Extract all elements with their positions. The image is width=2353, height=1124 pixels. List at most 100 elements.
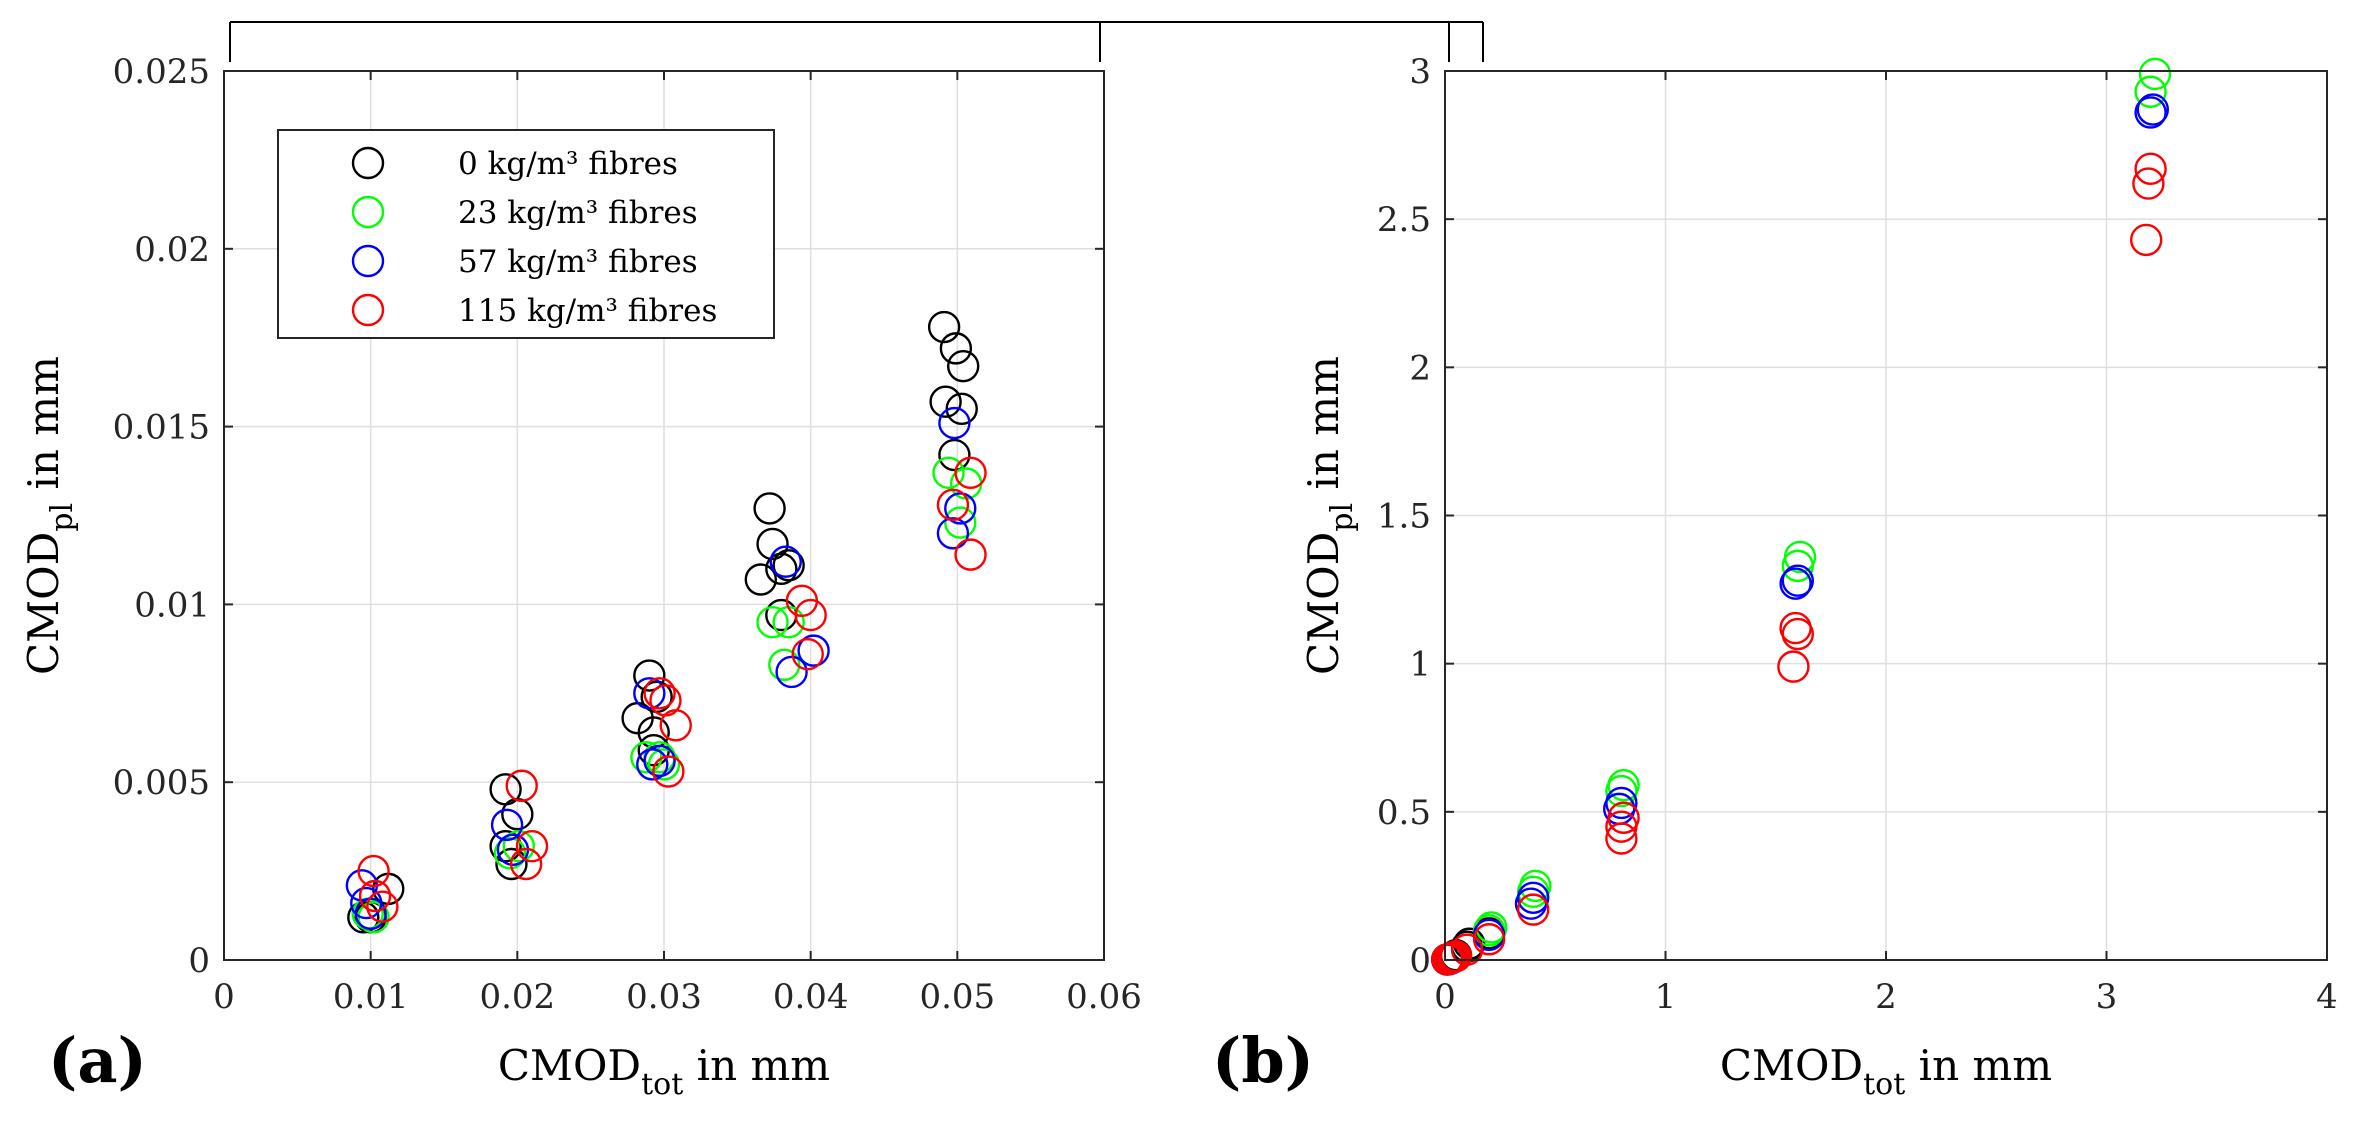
marker-115-kg-fibres (357, 854, 390, 888)
marker-115-kg-fibres (791, 637, 824, 671)
x-tick-label: 2 (1875, 977, 1897, 1017)
ticks-a: 0 0.01 0.02 0.03 0.04 0.05 0.06 0 0.005 0.01 0.015… (113, 52, 1142, 1017)
x-tick-label: 0 (1434, 977, 1456, 1017)
marker-57-kg-fibres (936, 517, 970, 550)
y-tick-label: 0 (1409, 941, 1431, 981)
markers-b (1431, 57, 2172, 976)
marker-115-kg-fibres (794, 598, 827, 632)
marker-115-kg-fibres (954, 456, 987, 490)
marker-115-kg-fibres (1781, 617, 1815, 651)
x-tick-label: 0 (213, 977, 235, 1017)
marker-115-kg-fibres (643, 677, 676, 710)
marker-23-kg-fibres (932, 456, 965, 490)
marker-115-kg-fibres (2134, 152, 2167, 185)
marker-57-kg-fibres (643, 744, 676, 778)
marker-23-kg-fibres (502, 830, 535, 863)
y-tick-label: 1 (1409, 645, 1431, 685)
axes-frame-b (1444, 70, 2328, 961)
x-tick-label: 0.03 (626, 977, 702, 1017)
marker-57-kg-fibres (797, 634, 830, 667)
marker-23-kg-fibres (1607, 768, 1640, 802)
marker-57-kg-fibres (2136, 93, 2170, 126)
x-tick-label: 1 (1655, 977, 1677, 1017)
marker-115-kg-fibres (366, 890, 399, 923)
legend-entry-115: 115 kg/m³ fibres (458, 293, 717, 329)
marker-0-kg-fibres (756, 527, 789, 561)
marker-0-kg-fibres (495, 847, 528, 881)
marker-57-kg-fibres (490, 808, 524, 842)
marker-23-kg-fibres (1519, 869, 1552, 903)
x-axis-label-a: CMODtot in mm (498, 1041, 830, 1102)
legend-marker-0 (351, 146, 385, 180)
marker-115-kg-fibres (1472, 923, 1506, 956)
marker-57-kg-fibres (944, 492, 977, 525)
marker-115-kg-fibres (358, 879, 392, 913)
marker-115-kg-fibres (652, 755, 685, 788)
legend-marker-23 (351, 195, 385, 229)
legend: 0 kg/m³ fibres 23 kg/m³ fibres 57 kg/m³ … (277, 129, 775, 339)
x-tick-label: 0.06 (1066, 977, 1142, 1017)
legend-marker-57 (351, 244, 385, 278)
y-tick-label: 0.005 (113, 763, 210, 803)
zoom-bracket (229, 21, 1484, 62)
marker-115-kg-fibres (954, 538, 987, 571)
marker-0-kg-fibres (765, 552, 798, 586)
y-tick-label: 0.02 (134, 230, 210, 270)
marker-0-kg-fibres (947, 349, 980, 383)
scatter-plot-b: 0 1 2 3 4 0 0.5 1 1.5 2 2.5 3 CMODtot in mm CMODpl … (1299, 52, 2338, 1102)
marker-115-kg-fibres (509, 847, 543, 881)
scatter-plot-a: 0 0.01 0.02 0.03 0.04 0.05 0.06 0 0.005 0.01 0.015… (19, 52, 1142, 1102)
axes-frame-a (223, 70, 1105, 961)
y-tick-label: 0.5 (1377, 793, 1431, 833)
legend-box (277, 129, 775, 339)
marker-23-kg-fibres (2134, 75, 2167, 108)
marker-0-kg-fibres (753, 492, 786, 525)
marker-115-kg-fibres (1605, 822, 1638, 855)
x-tick-label: 4 (2316, 977, 2338, 1017)
x-tick-label: 0.04 (773, 977, 849, 1017)
marker-57-kg-fibres (1781, 564, 1815, 597)
marker-0-kg-fibres (929, 385, 962, 418)
marker-115-kg-fibres (2132, 167, 2165, 200)
panel-label-b: (b) (1212, 1024, 1314, 1097)
x-axis-label-b: CMODtot in mm (1720, 1041, 2052, 1102)
y-tick-label: 0.015 (113, 408, 210, 448)
y-tick-label: 2.5 (1377, 200, 1431, 240)
y-tick-label: 0.025 (113, 52, 210, 92)
x-tick-label: 3 (2096, 977, 2118, 1017)
marker-23-kg-fibres (756, 605, 789, 639)
marker-0-kg-fibres (633, 659, 666, 692)
marker-0-kg-fibres (744, 563, 777, 596)
marker-0-kg-fibres (938, 438, 971, 472)
y-tick-label: 0 (188, 941, 210, 981)
marker-23-kg-fibres (493, 837, 527, 870)
y-tick-label: 1.5 (1377, 497, 1431, 537)
marker-57-kg-fibres (2134, 96, 2167, 129)
marker-115-kg-fibres (1777, 650, 1810, 683)
marker-115-kg-fibres (1607, 801, 1640, 834)
legend-entry-23: 23 kg/m³ fibres (458, 195, 698, 231)
marker-23-kg-fibres (2138, 57, 2172, 91)
marker-57-kg-fibres (1779, 567, 1812, 600)
marker-0-kg-fibres (772, 549, 805, 582)
marker-57-kg-fibres (636, 748, 669, 781)
marker-23-kg-fibres (647, 748, 681, 781)
x-tick-label: 0.05 (919, 977, 995, 1017)
legend-marker-115 (351, 293, 385, 327)
marker-23-kg-fibres (768, 648, 801, 682)
marker-115-kg-fibres (2129, 223, 2163, 257)
marker-115-kg-fibres (1516, 893, 1550, 926)
marker-115-kg-fibres (936, 488, 970, 522)
marker-57-kg-fibres (1605, 786, 1638, 820)
marker-0-kg-fibres (927, 310, 961, 344)
y-tick-label: 0.01 (134, 585, 210, 625)
ticks-b: 0 1 2 3 4 0 0.5 1 1.5 2 2.5 3 (1377, 52, 2338, 1017)
marker-57-kg-fibres (775, 655, 808, 689)
marker-57-kg-fibres (633, 677, 666, 710)
marker-23-kg-fibres (944, 506, 977, 539)
marker-115-kg-fibres (659, 709, 692, 742)
marker-0-kg-fibres (939, 332, 973, 365)
y-axis-label-a: CMODpl in mm (19, 356, 80, 675)
y-tick-label: 3 (1409, 52, 1431, 92)
markers-a (345, 310, 987, 934)
